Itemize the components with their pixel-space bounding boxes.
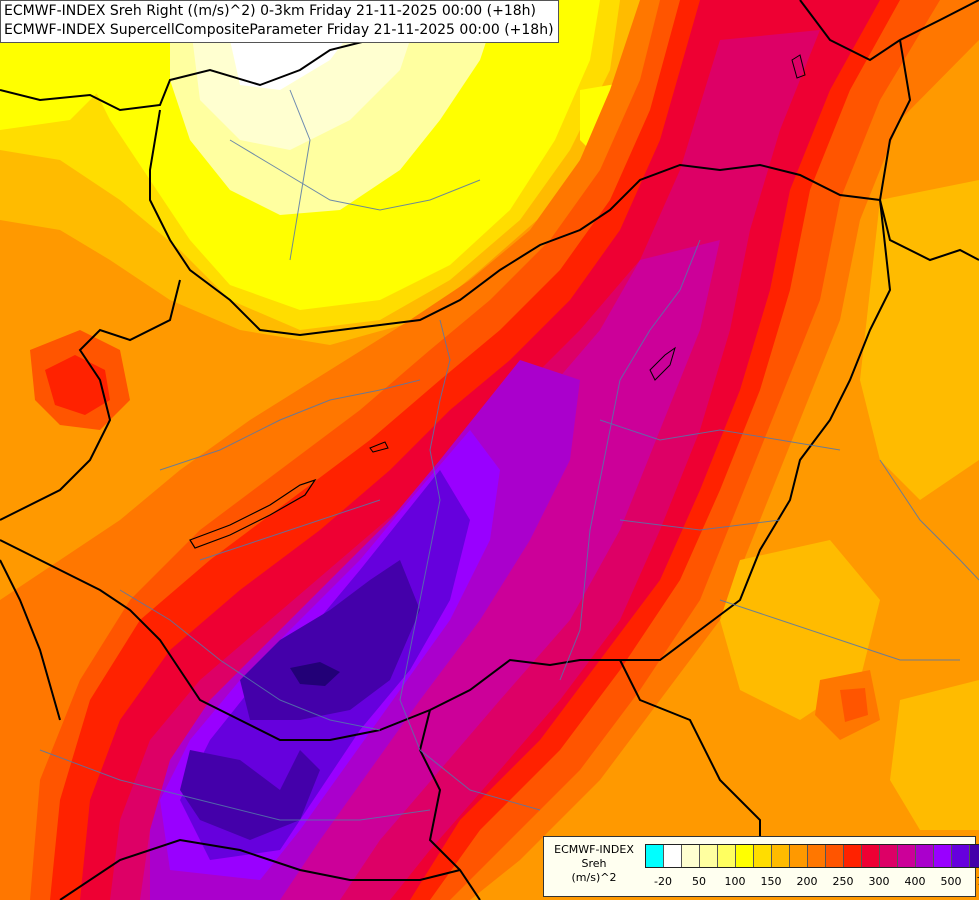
border-croatia-hungary: [0, 539, 431, 741]
field-indigo-south: [180, 750, 320, 840]
region-line-1: [159, 379, 421, 471]
region-line-7: [879, 459, 979, 581]
legend-tick-label: 700: [977, 875, 979, 888]
field-light-orange-far-se: [890, 680, 979, 830]
lake-tisza: [649, 346, 676, 381]
legend-swatch: [682, 845, 700, 867]
lake-north: [791, 54, 806, 79]
border-ukraine: [879, 39, 912, 201]
region-line-2: [199, 499, 381, 561]
rivers-and-regions: [39, 89, 979, 821]
legend-swatch: [934, 845, 952, 867]
legend-swatch: [844, 845, 862, 867]
legend-swatch: [916, 845, 934, 867]
color-legend: ECMWF-INDEX Sreh (m/s)^2 -20 50 100 150 200 2…: [543, 836, 979, 897]
legend-swatch: [664, 845, 682, 867]
border-slovakia-hungary: [149, 109, 881, 337]
field-navy-core: [290, 662, 340, 686]
region-line-4: [619, 519, 781, 531]
map-title-box: ECMWF-INDEX Sreh Right ((m/s)^2) 0-3km F…: [0, 0, 559, 43]
legend-label-line-2: Sreh: [581, 857, 607, 870]
lake-small-1: [369, 441, 389, 453]
legend-tick-label: 200: [796, 875, 818, 888]
river-danube: [399, 319, 541, 811]
region-line-6: [289, 89, 311, 261]
legend-color-bar: [645, 844, 979, 868]
field-yellow-nw-edge: [0, 20, 110, 130]
border-austria-hungary: [0, 279, 181, 521]
legend-tick-label: 300: [868, 875, 890, 888]
legend-tick-label: 400: [904, 875, 926, 888]
lake-balaton: [189, 478, 317, 549]
border-east-romania: [879, 199, 979, 262]
region-line-8: [719, 599, 960, 661]
legend-swatch: [826, 845, 844, 867]
legend-tick-label: 150: [760, 875, 782, 888]
river-sava: [39, 749, 431, 821]
legend-tick-label: -20: [654, 875, 672, 888]
legend-swatch: [754, 845, 772, 867]
legend-swatch: [718, 845, 736, 867]
legend-swatch: [790, 845, 808, 867]
legend-label-line-3: (m/s)^2: [571, 871, 617, 884]
river-drava: [119, 589, 381, 731]
field-light-orange-east: [860, 180, 979, 500]
legend-swatch: [700, 845, 718, 867]
title-line-1: ECMWF-INDEX Sreh Right ((m/s)^2) 0-3km F…: [4, 3, 536, 19]
legend-swatch: [808, 845, 826, 867]
legend-swatch: [646, 845, 664, 867]
border-serbia-croatia: [418, 709, 481, 900]
legend-tick-label: 100: [724, 875, 746, 888]
legend-tick-label: 50: [692, 875, 706, 888]
border-serbia-romania: [619, 659, 761, 860]
field-light-orange-southeast: [720, 540, 880, 720]
field-indigo-core: [240, 560, 420, 720]
legend-tick-label: 250: [832, 875, 854, 888]
legend-swatch: [970, 845, 979, 867]
river-tisza: [559, 239, 701, 681]
legend-swatch: [772, 845, 790, 867]
legend-label: ECMWF-INDEX Sreh (m/s)^2: [546, 843, 642, 885]
field-red-spot-se: [840, 688, 868, 722]
legend-swatch: [898, 845, 916, 867]
title-line-2: ECMWF-INDEX SupercellCompositeParameter …: [4, 22, 554, 38]
legend-swatch: [736, 845, 754, 867]
region-line-5: [229, 139, 481, 211]
legend-tick-label: 500: [940, 875, 962, 888]
legend-swatch: [862, 845, 880, 867]
border-romania-hungary: [429, 199, 892, 711]
region-line-3: [599, 419, 841, 451]
legend-label-line-1: ECMWF-INDEX: [554, 843, 634, 856]
border-northeast: [799, 0, 979, 62]
legend-swatch: [952, 845, 970, 867]
border-croatia-bosnia: [59, 838, 461, 900]
legend-swatch: [880, 845, 898, 867]
legend-tick-labels: -20 50 100 150 200 250 300 400 500 700: [645, 875, 979, 891]
border-west: [0, 559, 61, 721]
